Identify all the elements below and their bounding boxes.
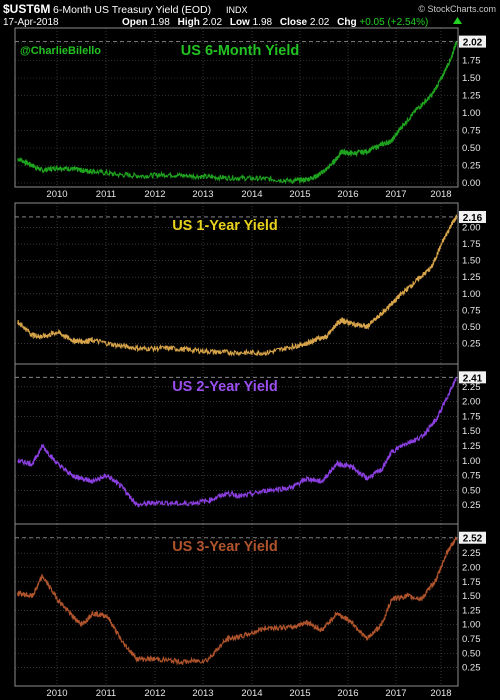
x-tick-label: 2013 <box>192 688 213 699</box>
high-label: High <box>178 17 200 28</box>
low-value: 1.98 <box>253 17 273 28</box>
x-tick-label: 2017 <box>385 189 406 200</box>
y-tick-label: 1.50 <box>462 256 481 267</box>
chart-panel-4: 0.250.500.751.001.251.501.752.002.252.50… <box>14 523 486 687</box>
last-value-label: 2.52 <box>463 534 483 545</box>
y-tick-label: 1.50 <box>462 591 481 602</box>
last-value-badge <box>459 371 486 384</box>
high-value: 2.02 <box>203 17 223 28</box>
y-tick-label: 1.75 <box>462 56 481 67</box>
series-line <box>17 40 458 185</box>
panel-title: US 1-Year Yield <box>172 218 278 234</box>
y-tick-label: 2.00 <box>462 223 481 234</box>
x-tick-label: 2015 <box>289 189 310 200</box>
chart-panel-3: 0.25 0.50 0.75 1.00 1.25 1.50 1.75 2.00 2.252.41… <box>14 363 486 525</box>
x-tick-label: 2018 <box>430 688 451 699</box>
y-tick-label: 1.00 <box>462 289 481 300</box>
y-tick-label: 2.25 <box>462 382 481 393</box>
y-tick-label: 2.00 <box>462 562 481 573</box>
y-tick-label: 0.75 <box>462 305 481 316</box>
y-tick-label: 0.50 <box>462 322 481 333</box>
quote-date: 17-Apr-2018 <box>3 17 59 28</box>
y-tick-label: 2.00 <box>462 397 481 408</box>
panel-title: US 2-Year Yield <box>172 379 278 395</box>
open-label: Open <box>122 17 148 28</box>
panel-border <box>14 523 459 687</box>
x-tick-label: 2014 <box>241 688 262 699</box>
y-tick-label: 1.00 <box>462 456 481 467</box>
y-tick-label: 2.25 <box>462 548 481 559</box>
panel-title: US 6-Month Yield <box>181 43 299 59</box>
x-tick-label: 2016 <box>337 189 358 200</box>
y-tick-label: 1.75 <box>462 411 481 422</box>
exchange-label: INDX <box>226 5 248 15</box>
y-tick-label: 0.25 <box>462 500 481 511</box>
y-tick-label: 0.75 <box>462 634 481 645</box>
x-tick-label: 2011 <box>96 189 116 200</box>
y-tick-label: 0.25 <box>462 161 481 172</box>
chart-panel-2: 0.25 0.50 0.75 1.00 1.25 1.50 1.75 2.002.16 US 1… <box>14 202 486 365</box>
change-up-icon <box>453 17 462 24</box>
stockcharts-watermark: © StockCharts.com <box>418 4 496 14</box>
change-label: Chg <box>337 17 356 28</box>
y-tick-label: 1.25 <box>462 272 481 283</box>
close-label: Close <box>280 17 308 28</box>
ohlc-readout: Open 1.98 High 2.02 Low 1.98 Close 2.02 … <box>122 17 428 28</box>
open-value: 1.98 <box>150 17 170 28</box>
last-value-badge <box>459 531 486 544</box>
y-tick-label: 0.50 <box>462 143 481 154</box>
y-tick-label: 0.50 <box>462 648 481 659</box>
y-tick-label: 0.75 <box>462 126 481 137</box>
y-tick-label: 1.75 <box>462 577 481 588</box>
y-tick-label: 1.25 <box>462 441 481 452</box>
symbol: $UST6M <box>3 2 50 16</box>
y-tick-label: 1.50 <box>462 426 481 437</box>
series-line <box>17 214 458 357</box>
x-tick-label: 2010 <box>46 688 67 699</box>
chart-panels: 0.00 0.25 0.50 0.75 1.00 1.25 1.50 1.75 2.00 2.02… <box>14 27 486 699</box>
panel-title: US 3-Year Yield <box>172 539 278 555</box>
y-tick-label: 1.25 <box>462 605 481 616</box>
last-value-label: 2.41 <box>463 373 483 384</box>
series-line <box>16 536 458 666</box>
y-tick-label: 0.75 <box>462 471 481 482</box>
y-tick-label: 1.00 <box>462 620 481 631</box>
panel-border <box>14 27 459 188</box>
x-tick-label: 2010 <box>46 189 67 200</box>
close-value: 2.02 <box>310 17 330 28</box>
author-handle: @CharlieBilello <box>20 45 101 57</box>
low-label: Low <box>230 17 250 28</box>
change-value: +0.05 (+2.54%) <box>359 17 428 28</box>
x-tick-label: 2011 <box>96 688 116 699</box>
last-value-label: 2.16 <box>463 213 483 224</box>
series-line <box>17 376 458 508</box>
x-tick-label: 2013 <box>192 189 213 200</box>
y-tick-label: 0.50 <box>462 485 481 496</box>
chart-panel-1: 0.000.250.500.751.001.251.501.752.002.02… <box>14 27 486 189</box>
last-value-label: 2.02 <box>463 38 483 49</box>
last-value-badge <box>459 210 486 223</box>
y-tick-label: 1.75 <box>462 239 481 250</box>
y-tick-label: 1.00 <box>462 108 481 119</box>
x-tick-label: 2017 <box>385 688 406 699</box>
x-tick-label: 2012 <box>144 688 165 699</box>
x-tick-label: 2014 <box>241 189 262 200</box>
y-tick-label: 0.25 <box>462 663 481 674</box>
x-tick-label: 2016 <box>337 688 358 699</box>
y-tick-label: 1.50 <box>462 73 481 84</box>
x-tick-label: 2018 <box>430 189 451 200</box>
x-tick-label: 2015 <box>289 688 310 699</box>
last-value-badge <box>459 35 486 48</box>
symbol-description: 6-Month US Treasury Yield (EOD) <box>53 4 211 16</box>
y-tick-label: 1.25 <box>462 91 481 102</box>
x-tick-label: 2012 <box>144 189 165 200</box>
y-tick-label: 0.00 <box>462 178 481 189</box>
y-tick-label: 0.25 <box>462 338 481 349</box>
